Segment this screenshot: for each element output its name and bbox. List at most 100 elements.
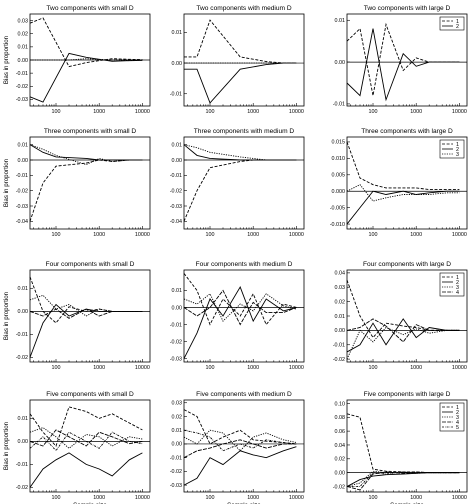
y-tick-label: -0.02: [170, 469, 182, 475]
panel-8: Four components with medium D 100 1000 1000…: [170, 261, 305, 371]
x-tick-label: 10000: [135, 232, 150, 238]
series-line-4: [29, 308, 143, 319]
series-line-4: [183, 439, 297, 459]
y-tick-label: -0.01: [170, 455, 182, 461]
y-tick-label: 0.01: [18, 45, 29, 51]
series-line-3: [29, 294, 143, 317]
y-tick-label: 0.01: [18, 416, 29, 422]
series-line-1: [183, 273, 297, 326]
x-tick-label: 1000: [247, 365, 259, 371]
legend-label: 2: [456, 280, 459, 286]
series-line-2: [29, 52, 143, 103]
series-line-4: [346, 318, 460, 343]
x-tick-label: 100: [369, 109, 378, 115]
plot-frame: [346, 136, 468, 230]
series-line-4: [183, 289, 297, 326]
y-tick-label: -0.03: [16, 204, 28, 210]
y-axis-label: Bias in proportion: [3, 158, 10, 207]
x-tick-label: 10000: [135, 365, 150, 371]
panel-12: Five components with large D 100 1000 10000…: [333, 391, 468, 504]
panel-4: Three components with small D 100 1000 1000…: [3, 128, 151, 238]
legend-label: 1: [456, 275, 459, 281]
y-tick-label: 0.00: [172, 158, 183, 164]
x-tick-label: 10000: [289, 232, 304, 238]
series-line-3: [183, 429, 297, 452]
legend-box: [439, 272, 465, 297]
panel-title: Four components with medium D: [196, 261, 293, 268]
x-tick-label: 100: [206, 495, 215, 501]
y-tick-label: 0.00: [335, 470, 346, 476]
plot-frame: [29, 136, 151, 230]
series-line-5: [347, 471, 460, 487]
panel-title: Five components with medium D: [196, 391, 292, 398]
panel-7: Four components with small D 100 1000 10000…: [3, 261, 151, 371]
series-line-2: [184, 62, 297, 104]
series-line-1: [183, 159, 297, 222]
y-tick-label: 0.02: [18, 32, 29, 38]
y-tick-label: 0.00: [335, 328, 346, 334]
x-tick-label: 100: [206, 109, 215, 115]
y-tick-label: 0.01: [172, 30, 183, 36]
y-tick-label: -0.03: [16, 97, 28, 103]
panel-title: Two components with large D: [364, 5, 451, 12]
series-line-1: [184, 19, 297, 64]
series-line-2: [29, 452, 143, 488]
panel-9: Four components with large D 100 1000 10000…: [333, 261, 468, 371]
panel-title: Three components with large D: [361, 128, 453, 135]
y-tick-label: 0.00: [18, 58, 29, 64]
x-tick-label: 10000: [452, 232, 467, 238]
series-line-4: [346, 471, 460, 491]
series-line-3: [346, 184, 460, 202]
y-tick-label: 0.03: [335, 285, 346, 291]
y-tick-label: 0.00: [172, 442, 183, 448]
x-tick-label: 1000: [93, 109, 105, 115]
legend-label: 4: [456, 420, 459, 426]
y-tick-label: 0.000: [332, 189, 346, 195]
x-tick-label: 100: [52, 365, 61, 371]
y-tick-label: -0.01: [333, 343, 345, 349]
legend-box: [439, 16, 465, 31]
series-line-1: [346, 141, 460, 191]
y-tick-label: -0.01: [16, 173, 28, 179]
y-tick-label: -0.02: [333, 484, 345, 490]
series-line-4: [29, 429, 143, 447]
y-tick-label: -0.01: [333, 102, 345, 108]
y-tick-label: -0.02: [16, 84, 28, 90]
y-tick-label: -0.01: [170, 322, 182, 328]
x-axis-label: Sample size: [227, 502, 261, 504]
y-tick-label: -0.02: [170, 188, 182, 194]
panel-5: Three components with medium D 100 1000 100…: [170, 128, 305, 238]
y-tick-label: 0.01: [172, 428, 183, 434]
legend-label: 1: [456, 19, 459, 25]
y-tick-label: 0.00: [18, 309, 29, 315]
x-tick-label: 100: [369, 365, 378, 371]
plot-frame: [183, 136, 305, 230]
x-tick-label: 1000: [410, 109, 422, 115]
x-tick-label: 1000: [410, 232, 422, 238]
legend-label: 3: [456, 285, 459, 291]
y-tick-label: 0.01: [18, 142, 29, 148]
legend-label: 2: [456, 147, 459, 153]
y-tick-label: 0.08: [335, 415, 346, 421]
panel-title: Two components with medium D: [196, 5, 292, 12]
x-tick-label: 1000: [247, 109, 259, 115]
x-tick-label: 10000: [289, 365, 304, 371]
y-tick-label: 0.02: [335, 457, 346, 463]
plot-frame: [346, 13, 468, 107]
y-tick-label: 0.00: [172, 305, 183, 311]
x-axis-label: Sample size: [73, 502, 107, 504]
series-line-2: [346, 190, 460, 225]
series-line-2: [346, 318, 460, 353]
panel-3: Two components with large D 100 1000 10000 0…: [333, 5, 468, 115]
y-axis-label: Bias in proportion: [3, 291, 10, 340]
x-tick-label: 100: [369, 495, 378, 501]
y-tick-label: 0.01: [172, 142, 183, 148]
x-tick-label: 10000: [289, 109, 304, 115]
y-tick-label: 0.03: [18, 18, 29, 24]
y-tick-label: -0.02: [170, 339, 182, 345]
y-tick-label: 0.01: [172, 288, 183, 294]
plot-frame: [183, 269, 305, 363]
series-line-2: [183, 144, 297, 161]
y-tick-label: 0.02: [172, 414, 183, 420]
x-tick-label: 100: [206, 365, 215, 371]
